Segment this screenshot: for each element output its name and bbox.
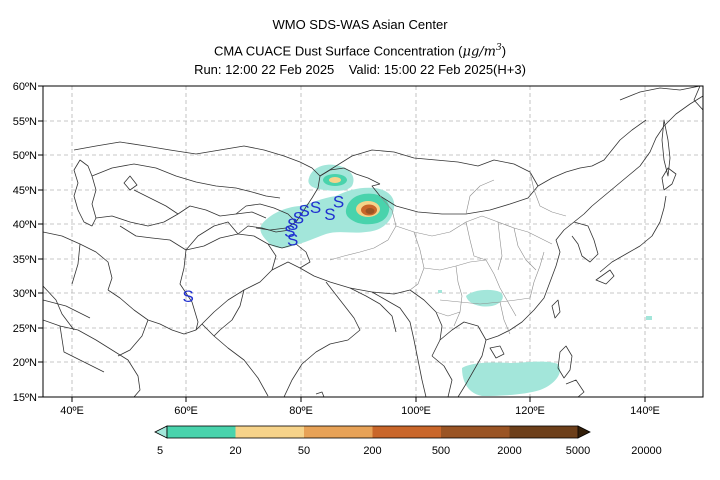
lon-label: 80ºE	[289, 405, 313, 417]
dust-storm-symbol: S	[293, 208, 304, 227]
axis-ticks	[38, 85, 646, 402]
unit-text: g/m	[470, 44, 496, 60]
colorbar-label: 2000	[497, 445, 521, 457]
lon-label: 100ºE	[401, 405, 431, 417]
lat-label: 35ºN	[13, 254, 37, 266]
dust-area-speck-2	[646, 316, 652, 320]
colorbar-label: 500	[432, 445, 450, 457]
run-valid-time: Run: 12:00 22 Feb 2025 Valid: 15:00 22 F…	[194, 62, 526, 77]
dust-storm-symbol: S	[298, 201, 309, 220]
province-borders	[329, 171, 567, 335]
lat-label: 25ºN	[13, 323, 37, 335]
colorbar-frame	[166, 425, 579, 439]
lon-label: 140ºE	[630, 405, 660, 417]
colorbar-right-arrow	[577, 425, 591, 439]
lat-label: 55ºN	[13, 116, 37, 128]
dust-storm-symbol: S	[183, 287, 194, 306]
country-borders	[43, 86, 703, 397]
dust-area-speck-1	[438, 290, 442, 293]
colorbar-label: 5	[157, 445, 163, 457]
chart-subtitle: CMA CUACE Dust Surface Concentration (μg…	[0, 40, 720, 60]
longitude-labels: 40ºE 60ºE 80ºE 100ºE 120ºE 140ºE	[60, 405, 660, 417]
dust-storm-symbol: S	[310, 198, 321, 217]
colorbar-segment	[304, 426, 373, 438]
latitude-labels: 15ºN 20ºN 25ºN 30ºN 35ºN 40ºN 45ºN 50ºN …	[13, 81, 37, 404]
map-frame	[42, 85, 704, 398]
unit-mu: μ	[462, 44, 471, 60]
dust-storm-symbol: S	[287, 230, 298, 249]
dust-storm-symbol: S	[287, 215, 298, 234]
lon-label: 120ºE	[515, 405, 545, 417]
colorbar-segment	[509, 426, 579, 438]
subtitle-suffix: )	[501, 43, 507, 59]
lat-label: 20ºN	[13, 357, 37, 369]
colorbar-label: 20000	[631, 445, 662, 457]
lat-label: 30ºN	[13, 288, 37, 300]
colorbar-label: 50	[298, 445, 310, 457]
colorbar-label: 5000	[566, 445, 590, 457]
colorbar: 5 20 50 200 500 2000 5000 20000	[154, 425, 662, 457]
dust-area-south-china-sea	[462, 361, 560, 396]
colorbar-segment	[372, 426, 442, 438]
dust-concentration-layer	[260, 164, 652, 396]
colorbar-segment	[167, 426, 236, 438]
colorbar-label: 200	[363, 445, 381, 457]
colorbar-segment	[441, 426, 510, 438]
colorbar-segment	[235, 426, 305, 438]
chart-title: WMO SDS-WAS Asian Center	[272, 17, 448, 32]
lat-label: 50ºN	[13, 150, 37, 162]
subtitle-prefix: CMA CUACE Dust Surface Concentration (	[213, 43, 463, 59]
unit-superscript: 3	[495, 43, 502, 53]
lon-label: 60ºE	[174, 405, 198, 417]
dust-area-junggar-peak	[329, 177, 341, 183]
dust-area-hami-peak	[365, 208, 375, 214]
dust-storm-symbol: S	[333, 192, 344, 211]
lat-label: 15ºN	[13, 392, 37, 404]
lat-label: 45ºN	[13, 185, 37, 197]
dust-storm-symbol: S	[324, 205, 335, 224]
lat-label: 60ºN	[13, 81, 37, 93]
lon-label: 40ºE	[60, 405, 84, 417]
dust-storm-symbol: S	[284, 222, 295, 241]
colorbar-label: 20	[229, 445, 241, 457]
lat-label: 40ºN	[13, 219, 37, 231]
colorbar-left-arrow	[154, 425, 168, 439]
map-background	[43, 86, 703, 397]
